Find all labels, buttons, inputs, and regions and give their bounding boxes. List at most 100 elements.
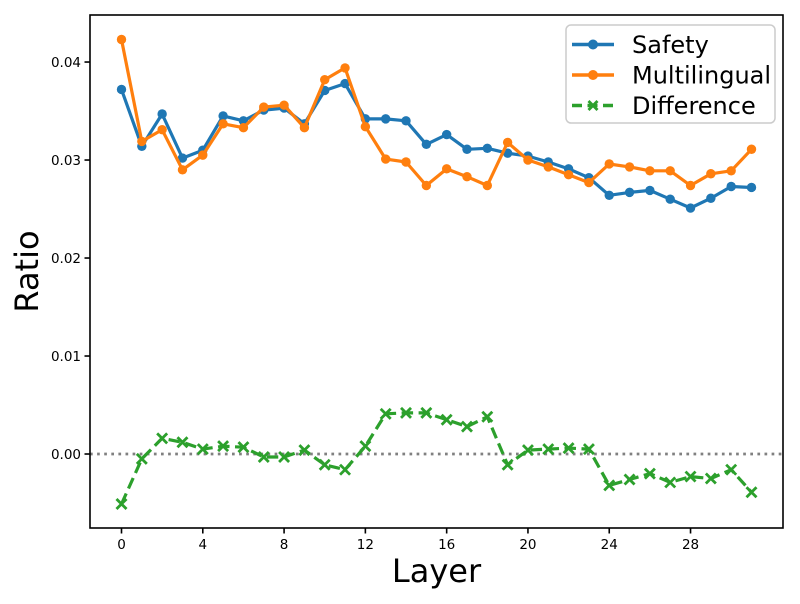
multilingual-data-point (624, 162, 635, 172)
difference-data-point (298, 444, 311, 457)
difference-data-point (278, 450, 291, 463)
difference-data-point (359, 440, 372, 453)
multilingual-data-point (441, 164, 452, 174)
multilingual-data-point (482, 180, 493, 191)
difference-data-point (217, 440, 230, 453)
safety-data-point (218, 111, 228, 121)
plot-border (89, 14, 784, 529)
difference-data-point (318, 458, 331, 471)
multilingual-series-markers (116, 34, 757, 191)
multilingual-data-point (401, 157, 411, 167)
legend-label-multilingual: Multilingual (632, 61, 771, 89)
multilingual-data-point (116, 34, 127, 45)
multilingual-data-point (685, 180, 696, 191)
multilingual-data-point (238, 122, 249, 133)
y-axis-ticks: 0.00 0.01 0.02 0.03 0.04 (51, 55, 90, 463)
safety-data-point (401, 116, 411, 126)
multilingual-data-point (543, 162, 553, 172)
safety-data-point (665, 194, 675, 204)
multilingual-legend-sample (572, 70, 614, 80)
x-tick-label: 12 (357, 537, 374, 553)
multilingual-data-point (726, 166, 736, 176)
legend-box (565, 24, 776, 124)
safety-data-point (604, 190, 614, 201)
difference-data-point (339, 463, 352, 476)
difference-data-point (664, 476, 677, 489)
multilingual-data-point (421, 180, 432, 191)
difference-data-point (400, 406, 413, 419)
safety-data-point (462, 144, 472, 154)
safety-data-point (421, 139, 432, 150)
multilingual-data-point (706, 169, 716, 179)
difference-data-point (379, 407, 392, 420)
difference-data-point (481, 410, 494, 423)
multilingual-data-point (665, 166, 675, 176)
multilingual-data-point (746, 144, 757, 154)
difference-data-point (501, 458, 514, 471)
difference-data-point (237, 441, 250, 454)
x-tick-label: 16 (438, 537, 455, 553)
difference-data-point (257, 450, 270, 463)
multilingual-data-point (279, 100, 289, 110)
safety-data-point (482, 143, 493, 153)
safety-data-point (726, 181, 736, 192)
multilingual-data-point (502, 137, 513, 148)
x-tick-label: 20 (519, 537, 536, 553)
x-axis-ticks: 0 4 8 12 16 20 24 28 (117, 528, 699, 553)
difference-data-point (623, 473, 636, 486)
safety-data-point (746, 182, 757, 193)
multilingual-data-point (157, 124, 167, 135)
safety-legend-sample (572, 39, 614, 50)
multilingual-data-point (604, 159, 614, 169)
difference-data-point (135, 452, 148, 465)
y-tick-label: 0.03 (51, 153, 81, 169)
y-tick-label: 0.04 (51, 55, 81, 71)
legend-label-safety: Safety (632, 31, 709, 59)
y-tick-label: 0.00 (51, 447, 81, 463)
difference-data-point (562, 442, 575, 455)
difference-data-point (684, 470, 697, 483)
difference-data-point (643, 467, 656, 480)
difference-data-point (196, 443, 209, 456)
multilingual-data-point (360, 122, 371, 132)
x-tick-label: 4 (198, 537, 207, 553)
difference-data-point (745, 486, 758, 499)
difference-legend-marker (587, 100, 599, 111)
legend-label-difference: Difference (632, 92, 756, 120)
safety-data-point (685, 203, 696, 213)
multilingual-data-point (259, 102, 269, 112)
y-axis-label: Ratio (8, 230, 46, 312)
multilingual-data-point (340, 63, 350, 73)
multilingual-data-point (584, 177, 594, 188)
difference-legend-sample (572, 100, 614, 111)
difference-data-point (582, 443, 595, 456)
x-axis-label: Layer (392, 552, 482, 590)
difference-data-point (420, 406, 433, 419)
multilingual-data-point (523, 155, 533, 165)
safety-data-point (441, 129, 452, 140)
safety-data-point (706, 193, 716, 203)
safety-data-point (157, 109, 167, 119)
difference-data-point (115, 498, 128, 510)
safety-data-point (645, 185, 655, 196)
legend-item-difference: Difference (572, 92, 756, 120)
difference-data-point (176, 436, 189, 449)
difference-data-point (542, 443, 555, 456)
multilingual-data-point (320, 74, 330, 85)
x-tick-label: 0 (117, 537, 126, 553)
multilingual-data-point (563, 170, 574, 180)
difference-data-point (704, 472, 717, 485)
multilingual-legend-marker (588, 70, 598, 80)
difference-data-point (460, 420, 473, 433)
x-tick-label: 28 (682, 537, 699, 553)
difference-data-point (521, 444, 534, 457)
safety-data-point (116, 84, 127, 95)
safety-data-point (340, 78, 350, 89)
difference-data-point (440, 413, 453, 426)
legend: Safety Multilingual Difference (565, 24, 776, 124)
difference-series-line (120, 411, 753, 505)
difference-data-point (603, 479, 616, 492)
multilingual-data-point (218, 119, 228, 129)
